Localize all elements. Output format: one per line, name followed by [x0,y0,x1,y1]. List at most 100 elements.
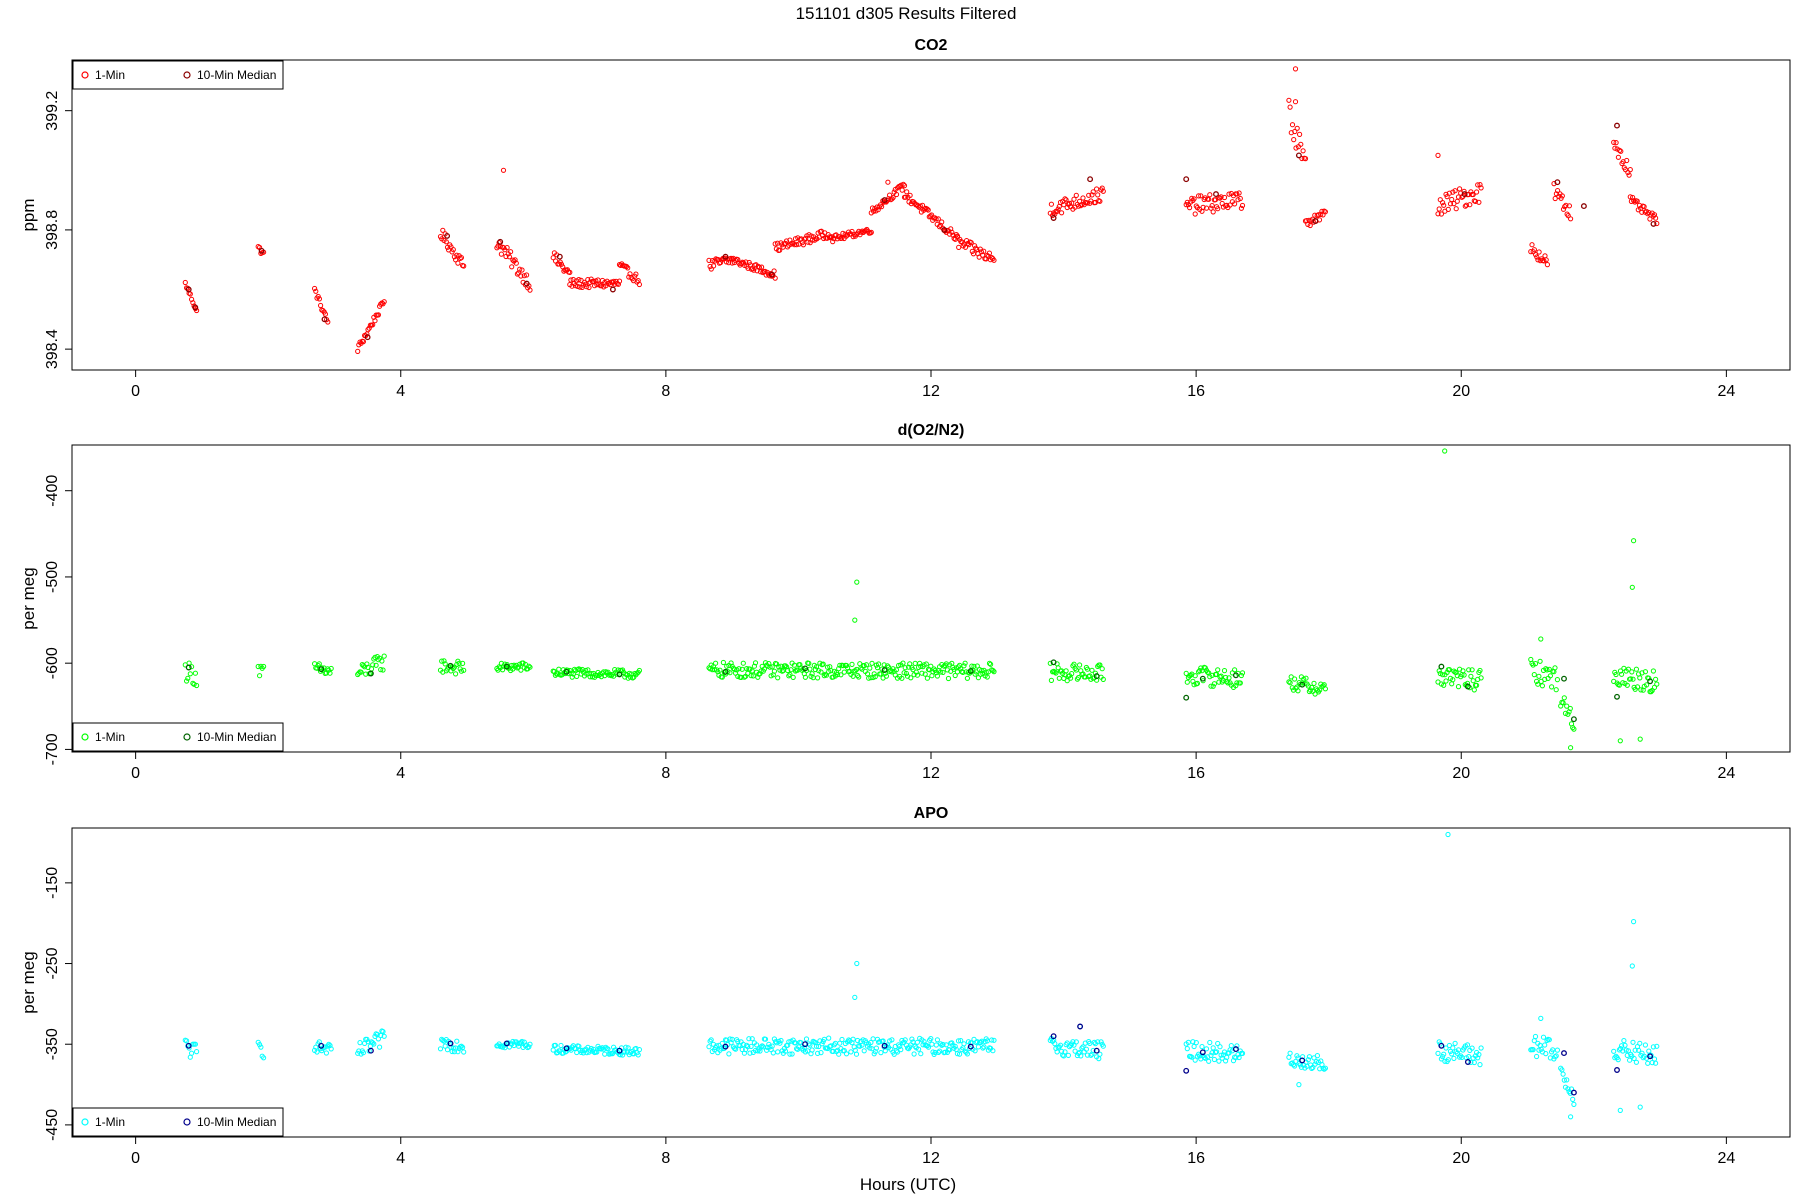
data-point [1435,1050,1441,1057]
data-point [1208,205,1214,211]
data-point [739,1046,745,1053]
data-point [943,661,949,667]
data-point [840,663,846,669]
data-point [1307,222,1313,229]
data-point [836,666,842,672]
data-point [1441,682,1447,688]
data-point [1618,148,1624,154]
data-point [1089,192,1095,198]
data-point [321,665,327,671]
data-point [1095,192,1101,198]
data-point [1052,1041,1058,1047]
data-point [1221,1049,1228,1055]
data-point [584,284,590,290]
data-point [735,673,741,680]
data-point [933,1042,939,1048]
data-point [923,661,929,667]
data-point [1467,202,1473,208]
data-point [1565,711,1571,717]
data-point [839,235,845,241]
data-point [1649,1060,1655,1066]
data-point [1636,1047,1642,1053]
data-point [1292,676,1298,682]
legend-label: 1-Min [95,68,125,82]
x-tick-label: 20 [1452,383,1470,400]
data-point [1637,1104,1643,1110]
data-point [802,674,809,680]
data-point [191,303,197,309]
data-point [365,327,371,333]
panel-1: CO2 ppm 0 4 8 12 16 20 24 398.4 398.8 399.2 1-Min 10-… [19,37,1791,400]
data-point [986,660,993,667]
data-point [940,669,946,676]
data-point [1202,665,1208,671]
data-point [713,660,719,666]
data-point [901,670,907,676]
data-point [710,664,717,670]
data-point [745,1044,751,1050]
data-point [775,675,781,681]
data-point [1453,206,1459,212]
y-tick-label: -450 [44,1109,61,1141]
data-point [1478,1045,1484,1051]
data-point [1236,1054,1242,1061]
data-point [1653,215,1659,221]
data-point [749,1036,755,1042]
data-point [1553,687,1559,693]
data-point [803,235,809,241]
data-point [720,659,727,666]
data-point [740,660,746,666]
legend-marker [81,733,89,741]
data-point [746,1036,752,1042]
data-point [1561,695,1567,701]
series-ten-min-median [185,1023,1654,1096]
data-point [187,671,193,677]
data-point [839,1036,845,1043]
data-point [441,658,447,664]
data-point [456,660,462,667]
data-point [1538,1015,1544,1022]
data-point [1648,1052,1654,1058]
data-point [897,1043,903,1050]
data-point [318,302,324,309]
data-point [556,253,563,260]
data-point [991,257,997,263]
data-point [1234,1043,1240,1049]
data-point [711,263,717,269]
data-point [620,667,626,673]
data-point [1615,1057,1621,1063]
data-point [1087,176,1094,183]
data-point [921,1039,927,1045]
data-point [1084,666,1091,672]
data-point [899,675,905,681]
y-axis-label: ppm [19,198,38,231]
data-point [1075,675,1082,681]
data-point [922,671,928,677]
data-point [576,666,582,672]
data-point [526,1044,532,1050]
data-point [1287,1050,1293,1056]
data-point [1534,254,1540,260]
data-point [1292,1063,1298,1069]
data-point [1647,1053,1654,1060]
data-point [1477,182,1483,188]
data-point [718,259,724,266]
data-point [1218,1052,1224,1058]
data-point [935,216,941,222]
data-point [325,666,331,672]
data-point [524,272,530,278]
data-point [933,216,939,222]
data-point [1634,684,1641,690]
x-tick-label: 0 [131,1150,140,1167]
data-point [1630,676,1636,682]
data-point [902,1037,908,1043]
data-point [964,1051,971,1057]
data-point [526,663,532,669]
data-point [1300,148,1306,154]
panel-title: APO [914,805,949,822]
data-point [1561,1077,1567,1083]
data-point [1633,1059,1640,1065]
data-point [1068,675,1074,681]
data-point [952,1043,958,1050]
data-point [789,1051,795,1057]
